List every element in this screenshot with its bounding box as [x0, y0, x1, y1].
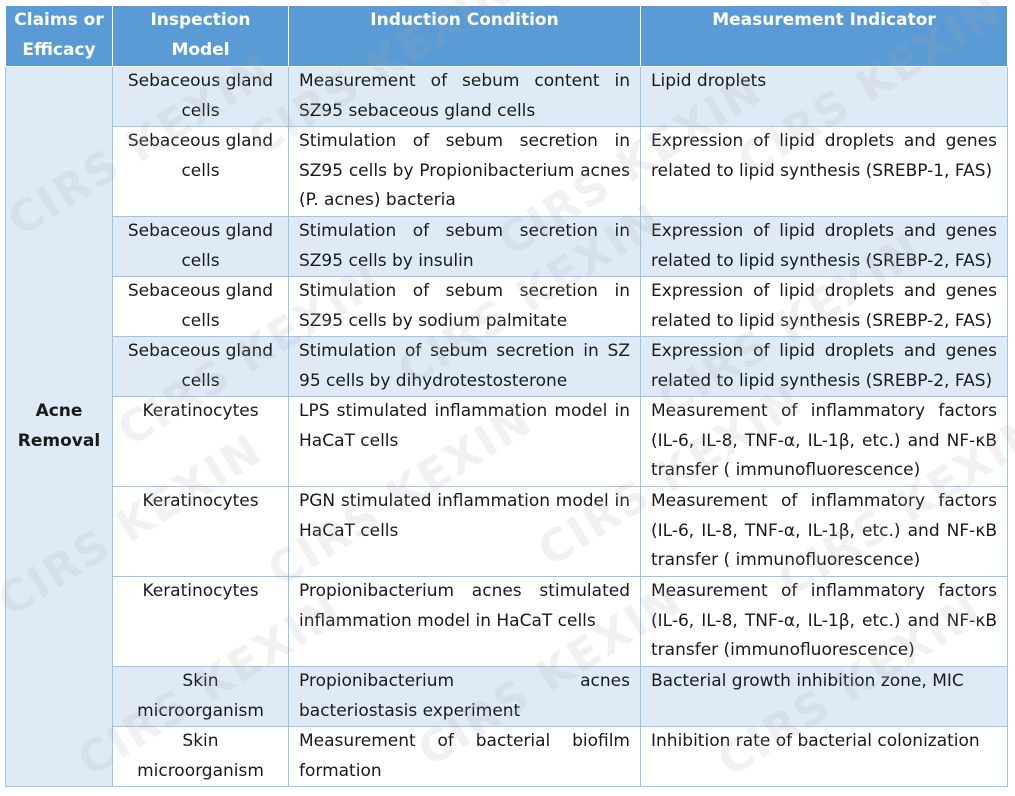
model-cell: Sebaceous gland cells	[112, 216, 289, 277]
table-row: Sebaceous gland cells Stimulation of seb…	[6, 216, 1008, 277]
condition-cell: LPS stimulated inflammation model in HaC…	[288, 396, 641, 487]
condition-cell: PGN stimulated inflammation model in HaC…	[288, 486, 641, 577]
condition-cell: Propionibacterium acnes bacteriostasis e…	[288, 666, 641, 727]
indicator-cell: Expression of lipid droplets and genes r…	[640, 336, 1008, 397]
efficacy-table-container: Claims or Efficacy Inspection Model Indu…	[5, 5, 1008, 787]
indicator-cell: Lipid droplets	[640, 66, 1008, 127]
indicator-cell: Measurement of inflammatory factors (IL-…	[640, 396, 1008, 487]
model-cell: Sebaceous gland cells	[112, 276, 289, 337]
table-row: Sebaceous gland cells Stimulation of seb…	[6, 336, 1008, 397]
model-cell: Skin microorganism	[112, 666, 289, 727]
table-row: Skin microorganism Measurement of bacter…	[6, 726, 1008, 787]
indicator-cell: Inhibition rate of bacterial colonizatio…	[640, 726, 1008, 787]
table-row: Sebaceous gland cells Stimulation of seb…	[6, 126, 1008, 217]
header-claims: Claims or Efficacy	[5, 5, 113, 67]
model-cell: Skin microorganism	[112, 726, 289, 787]
header-model: Inspection Model	[112, 5, 289, 67]
condition-cell: Propionibacterium acnes stimulated infla…	[288, 576, 641, 667]
table-row: Sebaceous gland cells Stimulation of seb…	[6, 276, 1008, 337]
table-row: Keratinocytes PGN stimulated inflammatio…	[6, 486, 1008, 577]
indicator-cell: Bacterial growth inhibition zone, MIC	[640, 666, 1008, 727]
model-cell: Keratinocytes	[112, 576, 289, 667]
indicator-cell: Expression of lipid droplets and genes r…	[640, 276, 1008, 337]
condition-cell: Stimulation of sebum secretion in SZ 95 …	[288, 336, 641, 397]
indicator-cell: Expression of lipid droplets and genes r…	[640, 216, 1008, 277]
header-condition: Induction Condition	[288, 5, 641, 67]
header-indicator: Measurement Indicator	[640, 5, 1008, 67]
condition-cell: Stimulation of sebum secretion in SZ95 c…	[288, 216, 641, 277]
model-cell: Sebaceous gland cells	[112, 126, 289, 217]
indicator-cell: Measurement of inflammatory factors (IL-…	[640, 486, 1008, 577]
table-header-row: Claims or Efficacy Inspection Model Indu…	[5, 5, 1008, 67]
table-row: Acne Removal Sebaceous gland cells Measu…	[5, 66, 1008, 787]
model-cell: Keratinocytes	[112, 486, 289, 577]
model-cell: Sebaceous gland cells	[112, 66, 289, 127]
claim-cell: Acne Removal	[5, 66, 113, 787]
condition-cell: Stimulation of sebum secretion in SZ95 c…	[288, 126, 641, 217]
condition-cell: Measurement of bacterial biofilm formati…	[288, 726, 641, 787]
model-cell: Sebaceous gland cells	[112, 336, 289, 397]
condition-cell: Measurement of sebum content in SZ95 seb…	[288, 66, 641, 127]
indicator-cell: Measurement of inflammatory factors (IL-…	[640, 576, 1008, 667]
table-row: Keratinocytes Propionibacterium acnes st…	[6, 576, 1008, 667]
model-cell: Keratinocytes	[112, 396, 289, 487]
efficacy-table: Claims or Efficacy Inspection Model Indu…	[5, 5, 1008, 787]
indicator-cell: Expression of lipid droplets and genes r…	[640, 126, 1008, 217]
condition-cell: Stimulation of sebum secretion in SZ95 c…	[288, 276, 641, 337]
table-row: Keratinocytes LPS stimulated inflammatio…	[6, 396, 1008, 487]
table-row: Skin microorganism Propionibacterium acn…	[6, 666, 1008, 727]
